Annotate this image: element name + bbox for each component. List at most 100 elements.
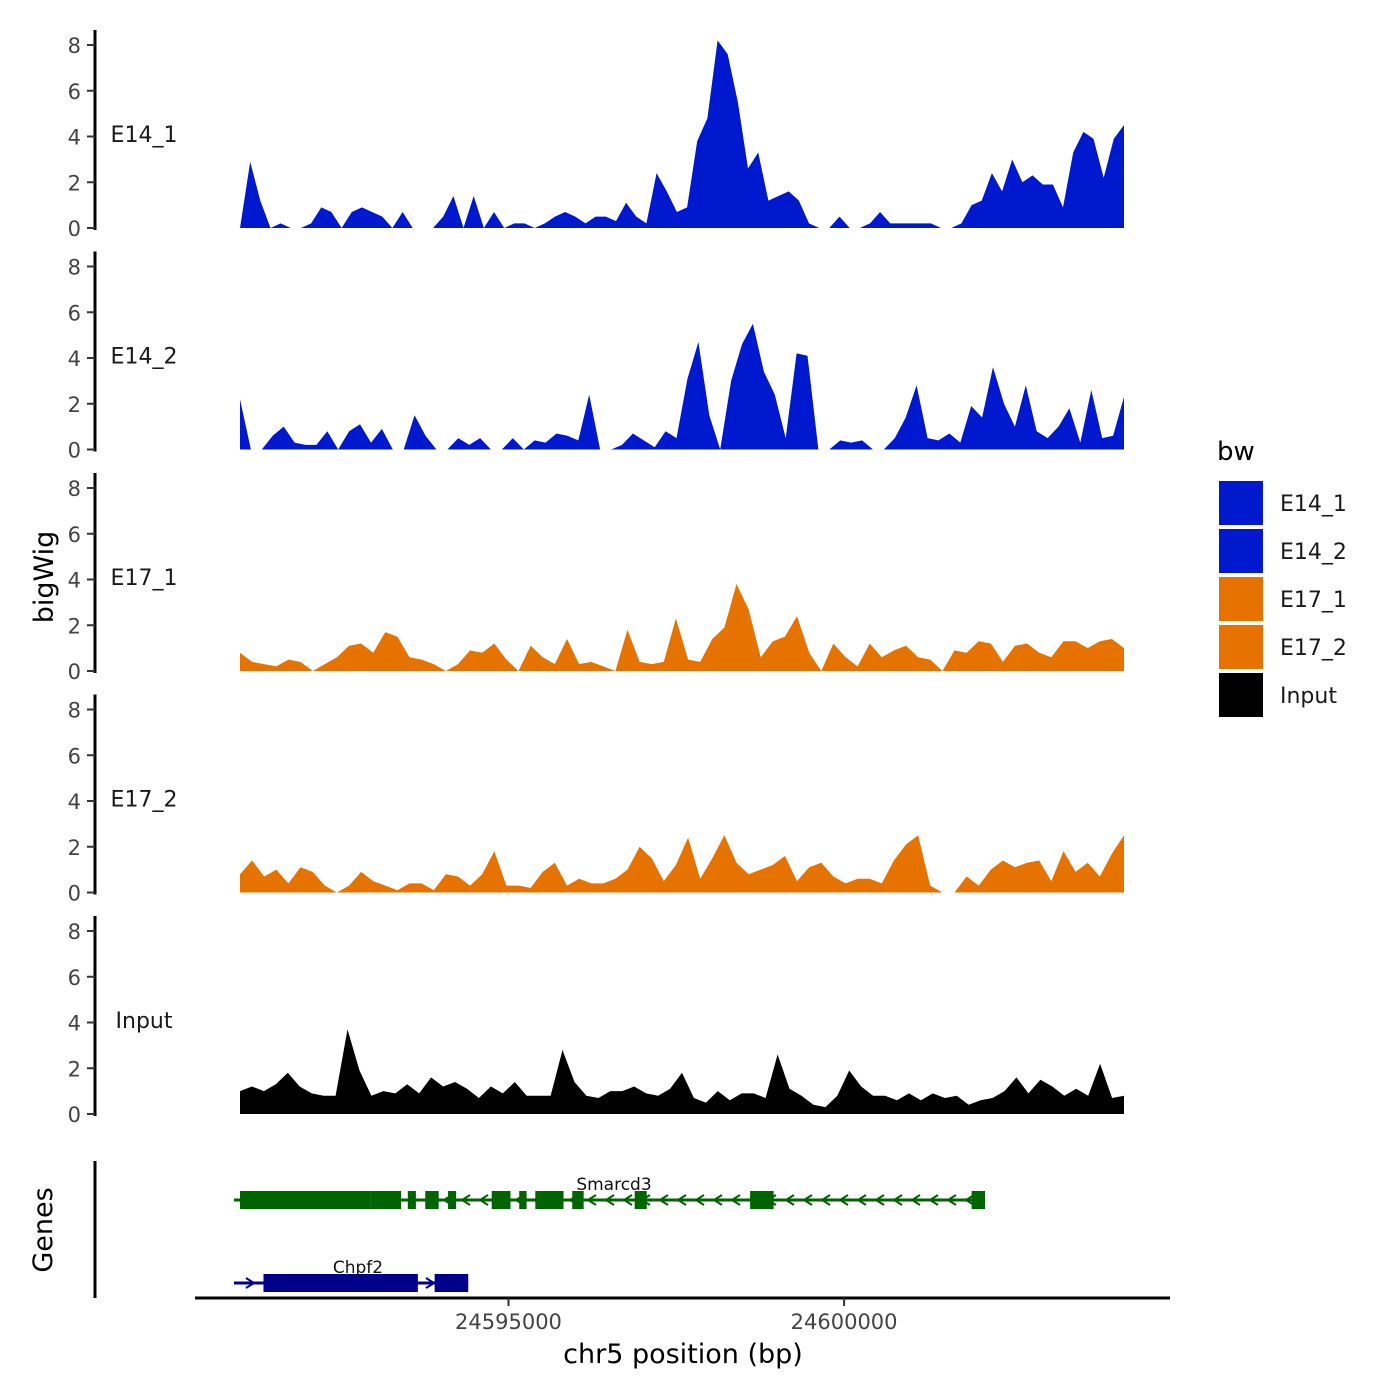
- strand-arrow: [622, 1194, 633, 1206]
- strand-arrow: [874, 1194, 885, 1206]
- strand-arrow: [478, 1194, 489, 1206]
- exon: [263, 1274, 418, 1292]
- coverage-tracks: 0 2 4 6 8 E14_1 0 2 4 6 8 E14_2 0 2 4 6 8 E17_1 0 2 4 6 8 E17_2…: [68, 30, 1124, 1127]
- legend-label: E14_1: [1280, 492, 1347, 517]
- x-axis-label: chr5 position (bp): [563, 1339, 803, 1370]
- y-tick-label: 6: [68, 744, 81, 768]
- track-label: E14_1: [111, 123, 178, 148]
- x-axis: 24595000 24600000: [195, 1296, 1170, 1334]
- y-axis-label: bigWig: [29, 531, 60, 624]
- legend-label: E17_2: [1280, 636, 1347, 661]
- y-tick-label: 4: [68, 1012, 81, 1036]
- strand-arrow: [910, 1194, 921, 1206]
- legend-swatch-input: [1217, 671, 1265, 719]
- strand-arrow: [425, 1277, 436, 1289]
- y-tick-label: 8: [68, 34, 81, 58]
- exon: [971, 1191, 986, 1209]
- y-tick-label: 0: [68, 1103, 81, 1127]
- x-tick-label: 24595000: [455, 1310, 562, 1334]
- y-tick-label: 4: [68, 347, 81, 371]
- y-tick-label: 4: [68, 569, 81, 593]
- gene-chpf2: Chpf2: [234, 1258, 469, 1292]
- strand-arrow: [928, 1194, 939, 1206]
- y-tick-label: 4: [68, 126, 81, 150]
- strand-arrow: [730, 1194, 741, 1206]
- exon: [370, 1191, 402, 1209]
- track-input: 0 2 4 6 8 Input: [68, 916, 1124, 1127]
- track-e17_2: 0 2 4 6 8 E17_2: [68, 694, 1124, 906]
- legend-swatch-e17_2: [1217, 623, 1265, 671]
- y-tick-label: 0: [68, 439, 81, 463]
- strand-arrow: [784, 1194, 795, 1206]
- gene-label: Smarcd3: [576, 1175, 651, 1195]
- legend: bw E14_1 E14_2 E17_1 E17_2 Input: [1217, 437, 1347, 719]
- y-tick-label: 2: [68, 836, 81, 860]
- coverage-area-input: [240, 1029, 1124, 1114]
- exon: [572, 1191, 584, 1209]
- strand-arrow: [694, 1194, 705, 1206]
- gene-track: Smarcd3 Chpf2: [93, 1161, 986, 1298]
- strand-arrow: [460, 1194, 471, 1206]
- exon: [535, 1191, 564, 1209]
- strand-arrow: [856, 1194, 867, 1206]
- y-tick-label: 2: [68, 171, 81, 195]
- x-tick-label: 24600000: [791, 1310, 898, 1334]
- legend-swatch-e14_2: [1217, 527, 1265, 575]
- y-tick-label: 6: [68, 301, 81, 325]
- strand-arrow: [892, 1194, 903, 1206]
- gene-smarcd3: Smarcd3: [234, 1175, 986, 1209]
- exon: [519, 1191, 527, 1209]
- strand-arrow: [604, 1194, 615, 1206]
- coverage-area-e14_2: [240, 323, 1124, 450]
- track-e14_1: 0 2 4 6 8 E14_1: [68, 30, 1124, 241]
- track-label: E14_2: [111, 345, 178, 370]
- y-tick-label: 8: [68, 699, 81, 723]
- exon: [750, 1191, 774, 1209]
- exon: [240, 1191, 371, 1209]
- y-tick-label: 0: [68, 660, 81, 684]
- exon: [425, 1191, 439, 1209]
- strand-arrow: [946, 1194, 957, 1206]
- y-tick-label: 2: [68, 614, 81, 638]
- coverage-area-e17_1: [240, 584, 1124, 671]
- track-e14_2: 0 2 4 6 8 E14_2: [68, 251, 1124, 463]
- legend-swatch-e14_1: [1217, 479, 1265, 527]
- strand-arrow: [712, 1194, 723, 1206]
- genes-track-label: Genes: [28, 1187, 59, 1272]
- legend-title: bw: [1217, 437, 1255, 467]
- y-tick-label: 4: [68, 790, 81, 814]
- y-tick-label: 6: [68, 966, 81, 990]
- strand-arrow: [820, 1194, 831, 1206]
- exon: [407, 1191, 416, 1209]
- legend-label: E14_2: [1280, 540, 1347, 565]
- legend-label: E17_1: [1280, 588, 1347, 613]
- strand-arrow: [964, 1194, 975, 1206]
- gene-label: Chpf2: [333, 1258, 383, 1278]
- exon: [434, 1274, 469, 1292]
- track-e17_1: 0 2 4 6 8 E17_1: [68, 473, 1124, 684]
- y-tick-label: 8: [68, 920, 81, 944]
- y-tick-label: 2: [68, 1057, 81, 1081]
- strand-arrow: [676, 1194, 687, 1206]
- exon: [491, 1191, 511, 1209]
- y-tick-label: 0: [68, 217, 81, 241]
- strand-arrow: [802, 1194, 813, 1206]
- y-tick-label: 6: [68, 80, 81, 104]
- y-tick-label: 6: [68, 523, 81, 547]
- exon: [634, 1191, 647, 1209]
- strand-arrow: [245, 1277, 256, 1289]
- y-tick-label: 8: [68, 256, 81, 280]
- strand-arrow: [586, 1194, 597, 1206]
- track-label: E17_2: [111, 788, 178, 813]
- coverage-area-e14_1: [240, 40, 1124, 229]
- legend-swatch-e17_1: [1217, 575, 1265, 623]
- strand-arrow: [658, 1194, 669, 1206]
- legend-label: Input: [1280, 684, 1337, 709]
- track-label: Input: [116, 1009, 173, 1034]
- exon: [448, 1191, 457, 1209]
- track-label: E17_1: [111, 566, 178, 591]
- y-tick-label: 2: [68, 393, 81, 417]
- strand-arrow: [838, 1194, 849, 1206]
- y-tick-label: 8: [68, 477, 81, 501]
